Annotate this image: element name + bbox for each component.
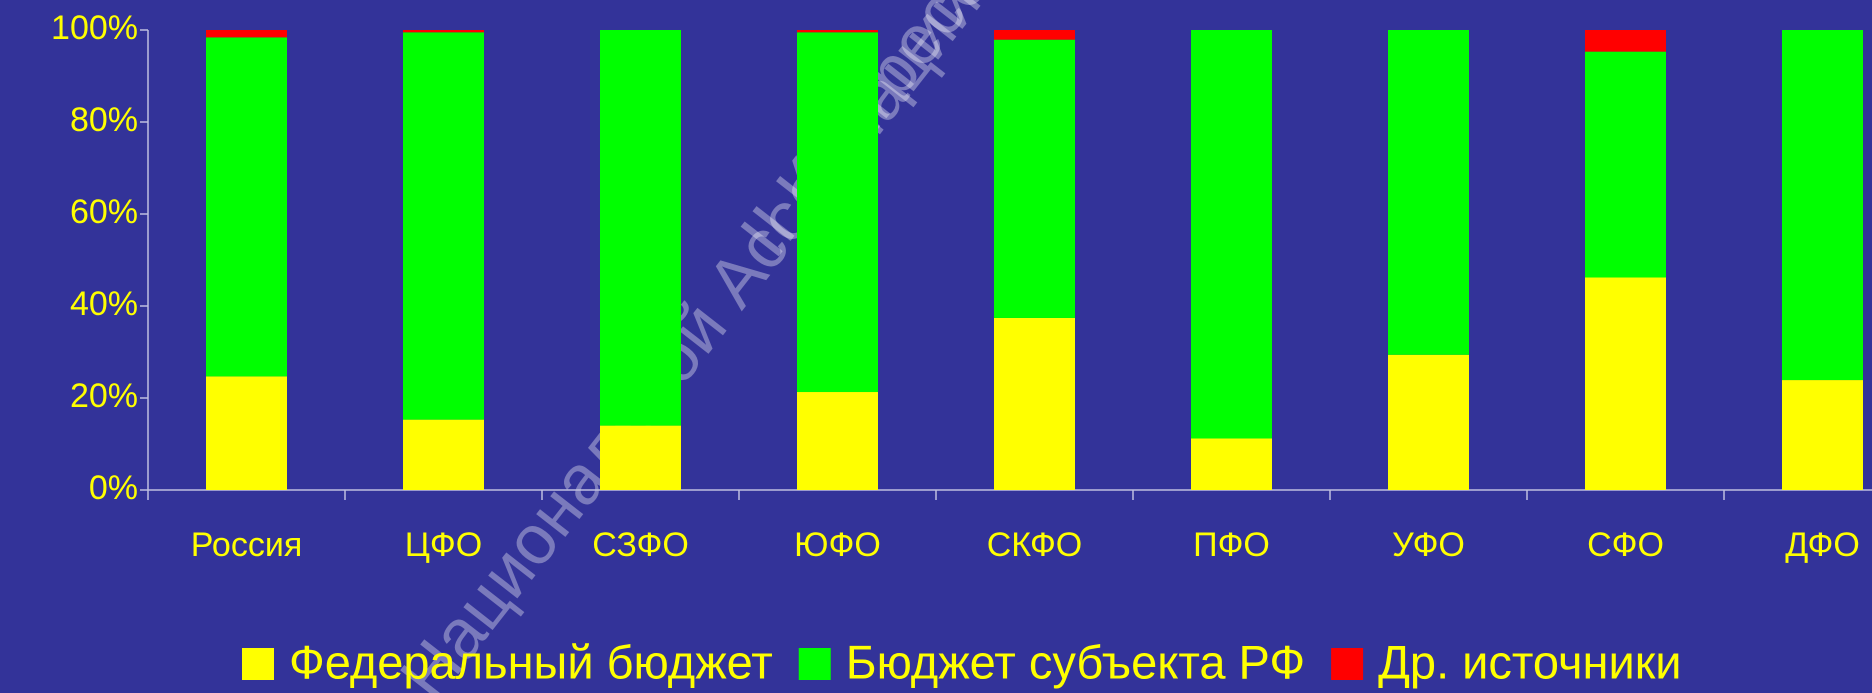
y-tick-label: 0% bbox=[89, 469, 138, 507]
y-tick-label: 20% bbox=[70, 377, 138, 415]
x-tick-label: СФО bbox=[1587, 526, 1664, 564]
bar-segment bbox=[600, 425, 681, 490]
legend-label: Федеральный бюджет bbox=[289, 635, 773, 688]
bar-segment bbox=[206, 37, 287, 377]
x-tick-label: ДФО bbox=[1785, 526, 1860, 564]
bar-segment bbox=[1585, 51, 1666, 278]
x-tick-label: ЦФО bbox=[405, 526, 482, 564]
legend-swatch bbox=[1331, 648, 1364, 680]
bar-segment bbox=[797, 30, 878, 33]
bar-segment bbox=[1388, 30, 1469, 355]
y-tick-label: 60% bbox=[70, 193, 138, 231]
x-tick-label: СКФО bbox=[987, 526, 1083, 564]
x-tick-label: ЮФО bbox=[794, 526, 881, 564]
bar-segment bbox=[797, 392, 878, 490]
x-tick-label: СЗФО bbox=[592, 526, 689, 564]
legend-label: Бюджет субъекта РФ bbox=[846, 635, 1305, 688]
y-tick-label: 100% bbox=[51, 9, 138, 47]
bar-segment bbox=[600, 30, 681, 426]
bar-segment bbox=[1191, 438, 1272, 490]
bar-segment bbox=[797, 32, 878, 393]
y-tick-label: 40% bbox=[70, 285, 138, 323]
x-tick-label: УФО bbox=[1392, 526, 1465, 564]
bar-segment bbox=[1782, 380, 1863, 490]
legend-swatch bbox=[242, 648, 274, 680]
legend-swatch bbox=[798, 648, 831, 680]
bar-segment bbox=[1388, 354, 1469, 490]
bar-segment bbox=[994, 317, 1075, 490]
bar-segment bbox=[403, 419, 484, 490]
bar-segment bbox=[1191, 30, 1272, 439]
x-tick-label: Россия bbox=[191, 526, 303, 564]
y-tick-label: 80% bbox=[70, 101, 138, 139]
bar-segment bbox=[1585, 277, 1666, 490]
x-tick-label: ПФО bbox=[1193, 526, 1270, 564]
bar-segment bbox=[206, 30, 287, 38]
bar-segment bbox=[403, 30, 484, 33]
bar-segment bbox=[1585, 30, 1666, 52]
bar-segment bbox=[206, 376, 287, 490]
bar-segment bbox=[994, 30, 1075, 40]
bar-segment bbox=[1782, 30, 1863, 381]
bar-segment bbox=[994, 39, 1075, 318]
legend-label: Др. источники bbox=[1378, 635, 1681, 688]
bar-segment bbox=[403, 32, 484, 420]
